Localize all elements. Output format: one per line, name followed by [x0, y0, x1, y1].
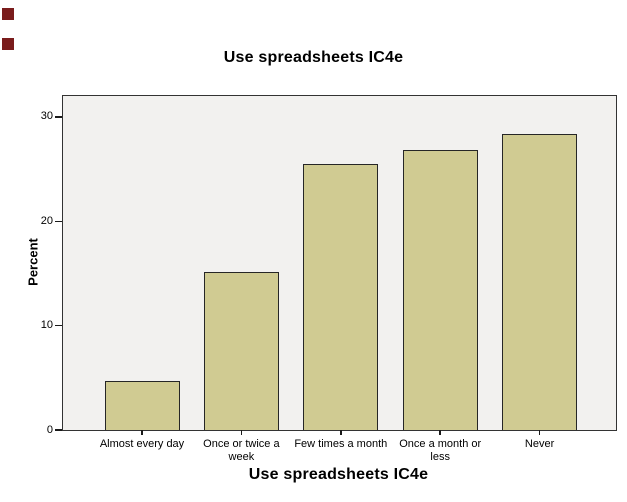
bar-once-or-twice-a-week	[203, 272, 279, 430]
x-tick-label-once-a-month-or-less: Once a month or less	[399, 438, 482, 463]
x-axis-title: Use spreadsheets IC4e	[248, 466, 429, 483]
artifact-square-bottom	[2, 38, 14, 50]
x-tick-mark-never	[538, 430, 541, 435]
y-tick-label-30: 30	[40, 110, 53, 123]
y-tick-label-0: 0	[46, 423, 53, 436]
bar-almost-every-day	[104, 380, 180, 430]
bar-once-a-month-or-less	[402, 150, 478, 430]
y-axis-title: Percent	[25, 238, 41, 286]
plot-area: 0 10 20 30 Almost every day Once or twice a w…	[41, 95, 617, 463]
y-tick-mark-20	[55, 220, 62, 222]
x-tick-label-almost-every-day: Almost every day	[99, 438, 185, 450]
y-tick-label-20: 20	[40, 214, 53, 227]
artifact-square-top	[2, 8, 14, 20]
y-tick-label-10: 10	[40, 319, 53, 332]
y-tick-mark-10	[55, 324, 62, 327]
bar-never	[502, 133, 578, 430]
x-tick-mark-few-times-a-month	[340, 430, 342, 435]
x-tick-label-never: Never	[524, 438, 555, 450]
y-tick-mark-30	[55, 116, 62, 118]
bar-few-times-a-month	[303, 163, 379, 430]
x-tick-label-once-or-twice-a-week: Once or twice a week	[203, 438, 280, 463]
x-tick-label-few-times-a-month: Few times a month	[294, 438, 388, 450]
x-tick-mark-once-or-twice-a-week	[240, 430, 243, 435]
chart-title: Use spreadsheets IC4e	[223, 49, 404, 66]
y-tick-mark-0	[55, 429, 62, 431]
x-tick-mark-once-a-month-or-less	[439, 430, 441, 435]
x-tick-mark-almost-every-day	[141, 430, 143, 435]
